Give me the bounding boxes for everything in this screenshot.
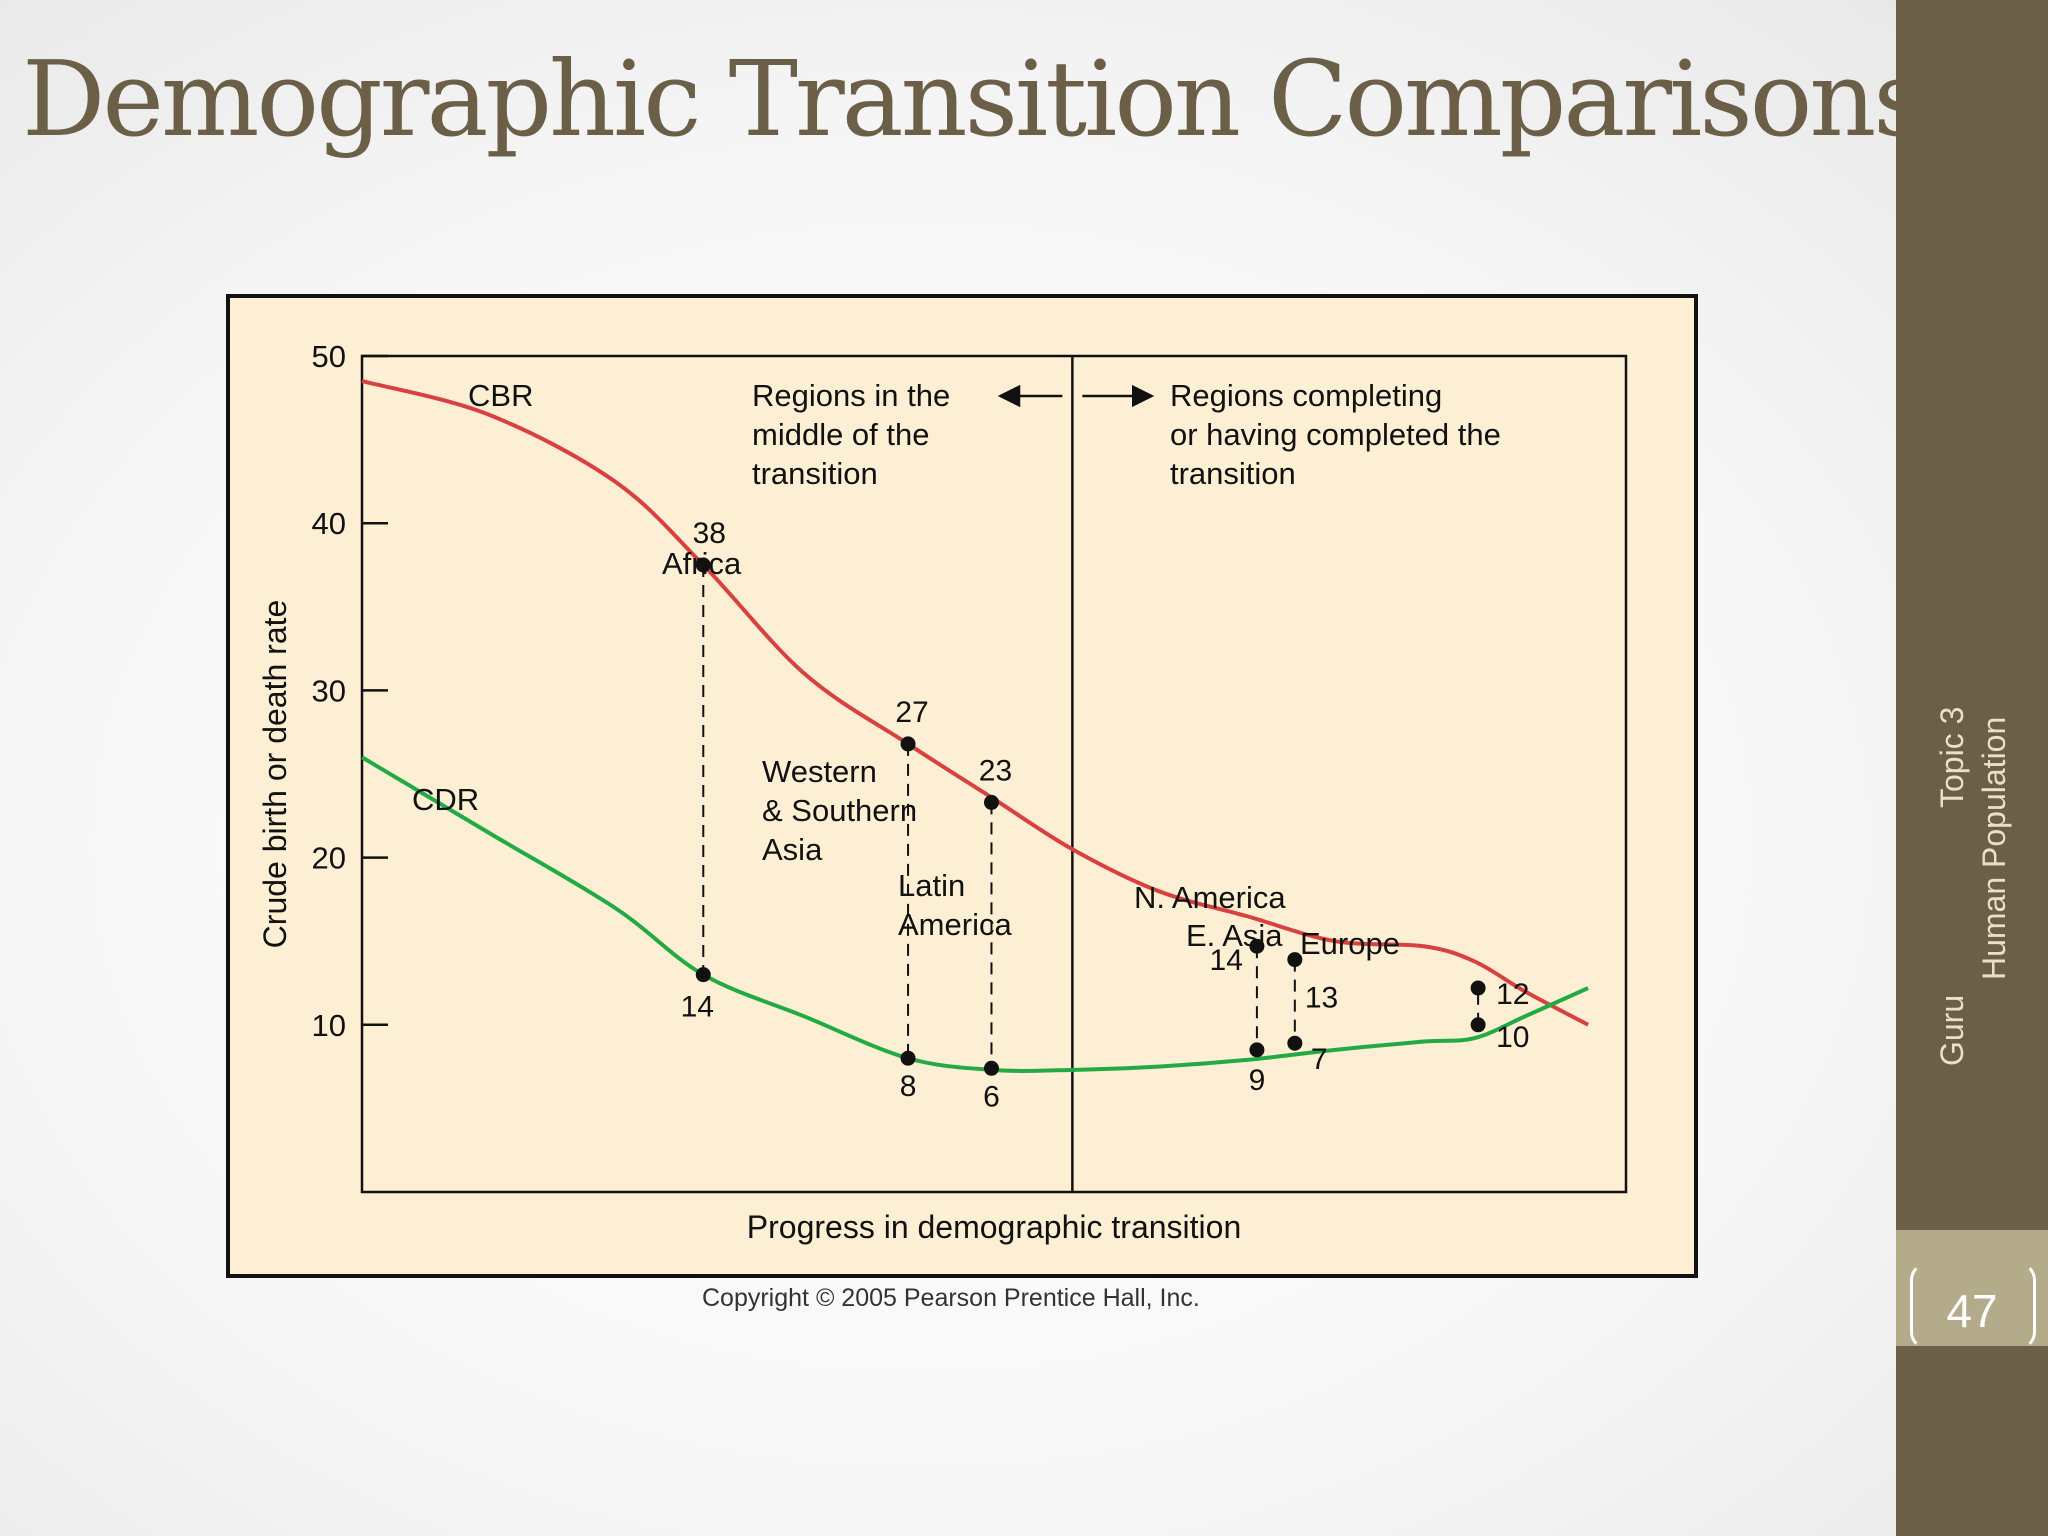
cbr-point [1470,1017,1486,1033]
page-number-badge: 47 [1896,1230,2048,1350]
cbr-point [983,794,999,810]
copyright-note: Copyright © 2005 Pearson Prentice Hall, … [702,1284,1200,1312]
phase-label-middle: middle of the [752,417,930,452]
region-label-africa: Africa [662,546,742,581]
region-label-e-asia: E. Asia [1186,918,1283,953]
series-line-cbr [361,379,1590,1027]
region-label-latin-america: America [898,907,1012,942]
cdr-point [1287,1035,1303,1051]
y-tick-label: 50 [312,339,346,374]
cdr-point [695,967,711,983]
cbr-value-label: 27 [895,696,928,729]
x-axis-label: Progress in demographic transition [747,1209,1241,1245]
cdr-point [1470,980,1486,996]
series-label-cdr: CDR [412,782,479,817]
cbr-value-label: 13 [1305,982,1338,1015]
cdr-point [983,1060,999,1076]
cdr-value-label: 9 [1249,1064,1266,1097]
demographic-transition-chart: 10 20 30 40 50 Progress in demographic transi… [257,339,1628,1245]
cdr-point [1249,1042,1265,1058]
cbr-value-label: 14 [1210,944,1243,977]
cbr-value-label: 23 [979,754,1012,787]
cdr-value-label: 7 [1311,1043,1328,1076]
cdr-point [900,1050,916,1066]
phase-label-middle: Regions in the [752,378,950,413]
sidebar-author: Guru [1934,994,1970,1066]
page-number: 47 [1946,1285,1998,1337]
slide-title: Demographic Transition Comparisons [22,38,1927,160]
cbr-point [900,736,916,752]
y-tick-label: 40 [312,506,346,541]
cdr-value-label: 6 [983,1080,1000,1113]
series-line-cdr [360,755,1589,1073]
cdr-value-label: 12 [1496,978,1529,1011]
page-number-frame [1910,1262,2036,1350]
region-label-western-southern-asia: Asia [762,832,823,867]
cbr-point [695,557,711,573]
y-tick-label: 10 [312,1008,346,1043]
cbr-point [1249,938,1265,954]
region-label-western-southern-asia: & Southern [762,793,917,828]
sidebar-topic: Topic 3 [1934,706,1970,808]
sidebar-subject: Human Population [1976,716,2012,980]
y-axis-label: Crude birth or death rate [257,600,293,949]
series-label-cbr: CBR [468,378,533,413]
cdr-value-label: 14 [681,991,714,1024]
cbr-value-label: 38 [693,517,726,550]
y-tick-label: 30 [312,673,346,708]
phase-label-middle: transition [752,456,878,491]
phase-label-completing: transition [1170,456,1296,491]
y-tick-label: 20 [312,841,346,876]
cbr-point [1287,952,1303,968]
phase-label-completing: Regions completing [1170,378,1442,413]
region-label-n-america: N. America [1134,880,1286,915]
phase-label-completing: or having completed the [1170,417,1501,452]
plot-area-border [360,354,1628,1194]
region-label-western-southern-asia: Western [762,754,877,789]
region-label-europe: Europe [1300,926,1400,961]
cdr-value-label: 8 [900,1070,917,1103]
region-label-latin-america: Latin [898,868,965,903]
cbr-value-label: 10 [1496,1021,1529,1054]
chart-frame: 10 20 30 40 50 Progress in demographic transi… [226,294,1698,1278]
